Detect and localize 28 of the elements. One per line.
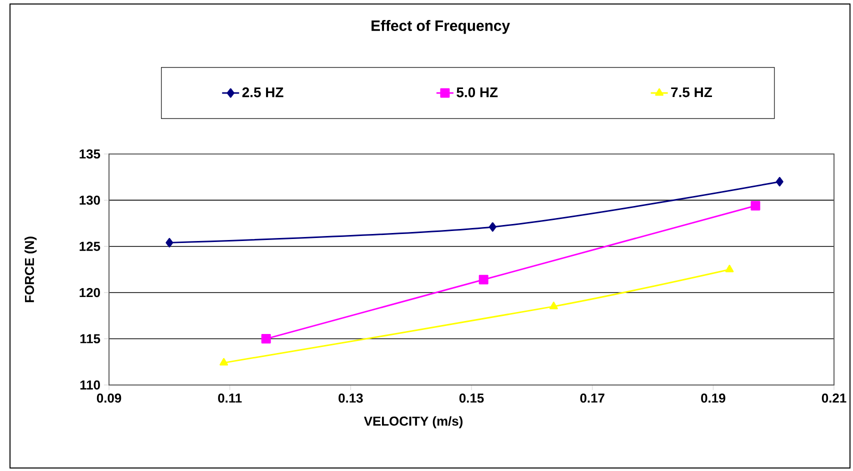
point	[750, 200, 760, 210]
y-tick-label: 110	[80, 380, 100, 390]
y-axis-title: FORCE (N)	[24, 236, 37, 302]
x-tick-label: 0.17	[580, 394, 604, 403]
point	[725, 264, 734, 272]
x-tick-label: 0.13	[338, 394, 363, 403]
point	[488, 222, 496, 232]
y-tick-label: 130	[80, 196, 100, 205]
point	[776, 176, 784, 186]
x-tick-label: 0.15	[459, 394, 484, 403]
point	[261, 334, 271, 344]
point	[549, 302, 558, 310]
point	[478, 274, 488, 284]
x-tick-label: 0.11	[218, 394, 242, 403]
x-tick-label: 0.09	[96, 394, 122, 403]
y-tick-label: 120	[80, 288, 100, 298]
y-tick-label: 125	[80, 242, 100, 251]
point	[220, 358, 228, 366]
y-tick-label: 135	[80, 149, 100, 159]
point	[166, 238, 174, 248]
chart-title: Effect of Frequency	[372, 20, 510, 34]
x-axis-title: VELOCITY (m/s)	[364, 416, 463, 428]
legend-label: 2.5 HZ	[242, 87, 284, 98]
legend-label: 7.5 HZ	[671, 87, 712, 98]
x-tick-label: 0.19	[701, 394, 726, 403]
x-tick-label: 0.21	[822, 394, 846, 403]
y-tick-label: 115	[80, 334, 100, 344]
legend-label: 5.0 HZ	[456, 87, 498, 98]
